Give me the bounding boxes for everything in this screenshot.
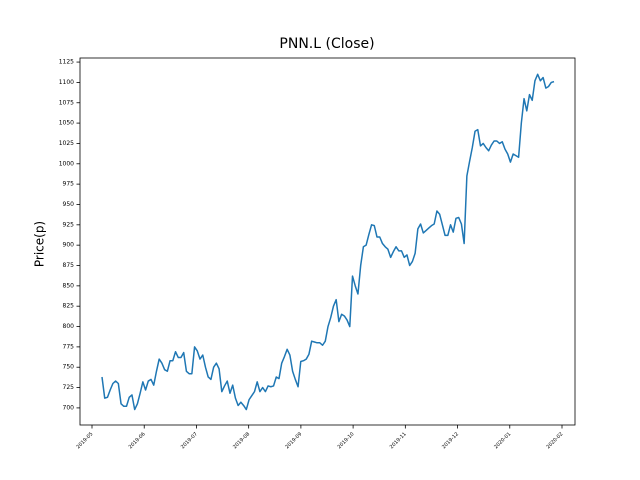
y-tick-label: 900 <box>63 242 75 249</box>
y-tick-label: 950 <box>63 201 75 208</box>
y-tick-label: 975 <box>63 181 75 188</box>
y-tick-label: 825 <box>63 303 75 310</box>
y-tick-label: 925 <box>63 221 75 228</box>
y-tick-label: 1075 <box>59 99 74 106</box>
y-tick-label: 700 <box>63 404 75 411</box>
y-tick-label: 1000 <box>59 160 74 167</box>
y-tick-label: 1050 <box>59 120 74 127</box>
y-tick-label: 775 <box>63 343 75 350</box>
plot-frame <box>79 57 576 426</box>
y-tick-label: 750 <box>63 364 75 371</box>
chart-title: PNN.L (Close) <box>279 36 374 52</box>
y-tick-label: 875 <box>63 262 75 269</box>
y-tick-label: 1100 <box>59 79 74 86</box>
y-axis-label: Price(p) <box>33 221 47 267</box>
price-line <box>101 73 555 411</box>
y-tick-label: 1125 <box>59 59 74 66</box>
y-tick-label: 850 <box>63 282 75 289</box>
y-tick-label: 1025 <box>59 140 74 147</box>
y-tick-label: 725 <box>63 384 75 391</box>
y-tick-label: 800 <box>63 323 75 330</box>
